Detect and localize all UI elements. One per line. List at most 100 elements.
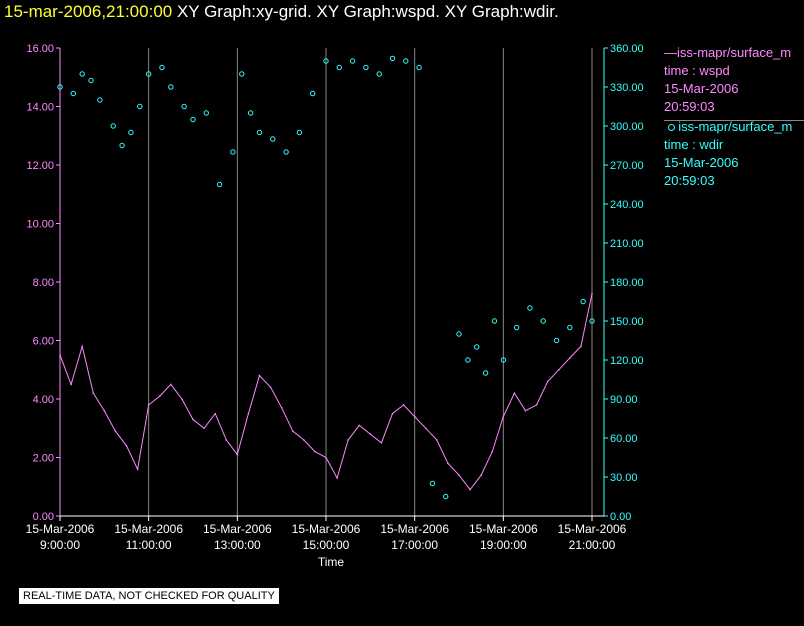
x-axis-ticks: 15-Mar-2006 9:00:00 15-Mar-2006 11:00:00 15-… [26, 516, 627, 552]
legend-entry-wspd[interactable]: —iss-mapr/surface_m time : wspd 15-Mar-2… [664, 44, 804, 116]
x-tick-date-label: 15-Mar-2006 [292, 522, 361, 536]
wdir-point [216, 181, 223, 188]
wspd-point [413, 415, 416, 418]
wdir-point [190, 116, 196, 123]
wspd-series [59, 292, 593, 491]
right-tick-label: 30.00 [610, 472, 638, 484]
wdir-series [57, 55, 595, 500]
legend-wdir-source: iss-mapr/surface_m [678, 119, 793, 134]
wspd-point [524, 409, 527, 412]
wspd-point [502, 415, 505, 418]
left-tick-label: 8.00 [33, 277, 54, 289]
wspd-point [546, 380, 549, 383]
wspd-point [314, 450, 316, 453]
wspd-point [491, 450, 494, 453]
wdir-point [181, 103, 187, 110]
left-tick-label: 2.00 [33, 453, 54, 465]
wdir-point [553, 337, 560, 344]
wdir-point [296, 129, 303, 136]
wspd-point [70, 383, 72, 386]
wdir-point [239, 71, 245, 77]
wdir-point [491, 318, 498, 324]
wspd-point [225, 439, 228, 441]
legend-wspd-source: iss-mapr/surface_m [677, 45, 792, 60]
wdir-point [443, 493, 449, 500]
wdir-point [513, 324, 520, 331]
legend-wdir-var: time : wdir [664, 137, 724, 152]
legend: —iss-mapr/surface_m time : wspd 15-Mar-2… [664, 44, 804, 190]
x-tick-time-label: 9:00:00 [40, 538, 80, 552]
right-tick-label: 180.00 [610, 277, 644, 289]
wspd-point [535, 404, 538, 406]
wdir-point [465, 357, 471, 363]
wdir-point [203, 110, 210, 116]
wdir-point [137, 103, 143, 110]
right-tick-label: 90.00 [610, 394, 638, 406]
wdir-point [57, 84, 63, 90]
wdir-point [429, 480, 436, 487]
wspd-point [247, 412, 250, 415]
wspd-point [170, 383, 172, 386]
left-tick-label: 6.00 [33, 336, 54, 348]
legend-wdir-time: 20:59:03 [664, 173, 715, 188]
quality-note: REAL-TIME DATA, NOT CHECKED FOR QUALITY [19, 588, 279, 604]
title-graph-list: XY Graph:xy-grid. XY Graph:wspd. XY Grap… [176, 2, 559, 21]
left-tick-label: 0.00 [33, 511, 54, 523]
wspd-point [269, 386, 272, 389]
x-tick-date-label: 15-Mar-2006 [26, 522, 95, 536]
right-tick-label: 60.00 [610, 433, 638, 445]
x-tick-time-label: 21:00:00 [569, 538, 616, 552]
grid [59, 48, 593, 516]
wspd-point [114, 430, 117, 432]
wspd-point [347, 439, 349, 441]
wspd-point [136, 468, 139, 471]
wdir-point [336, 64, 342, 71]
wspd-point [325, 456, 327, 459]
right-tick-label: 0.00 [610, 511, 631, 523]
wdir-point [567, 324, 573, 331]
wspd-point [280, 406, 283, 409]
wdir-point [168, 84, 174, 90]
x-axis-label: Time [318, 555, 345, 569]
x-tick-date-label: 15-Mar-2006 [469, 522, 538, 536]
wdir-point [389, 55, 396, 62]
wspd-point [391, 412, 394, 415]
wspd-point [436, 439, 438, 441]
wspd-point [513, 392, 516, 394]
wspd-point [580, 345, 582, 348]
wdir-point [230, 149, 236, 155]
wdir-point [527, 305, 533, 311]
wdir-point [110, 123, 116, 129]
wspd-point [258, 374, 261, 377]
wspd-point [591, 292, 593, 295]
left-tick-label: 16.00 [26, 43, 54, 55]
wdir-point [376, 71, 382, 77]
legend-wspd-date: 15-Mar-2006 [664, 81, 739, 96]
wdir-point [88, 77, 94, 84]
wspd-point [192, 418, 194, 421]
x-tick-time-label: 19:00:00 [480, 538, 527, 552]
wdir-point [256, 129, 263, 136]
wspd-point [291, 430, 294, 432]
wspd-point [480, 474, 482, 476]
legend-entry-wdir[interactable]: iss-mapr/surface_m time : wdir 15-Mar-20… [664, 118, 804, 190]
right-tick-label: 150.00 [610, 316, 644, 328]
wspd-point [458, 474, 460, 476]
wspd-point [447, 462, 449, 465]
left-tick-label: 14.00 [26, 102, 54, 114]
wdir-point [456, 331, 462, 337]
wspd-point [336, 477, 338, 479]
wspd-point [424, 427, 427, 430]
wspd-point [158, 395, 161, 397]
legend-wspd-time: 20:59:03 [664, 99, 715, 114]
wdir-point [540, 318, 546, 324]
wdir-point [159, 64, 165, 71]
left-tick-label: 10.00 [26, 219, 54, 231]
wdir-point [589, 318, 595, 324]
wdir-point [97, 97, 103, 103]
wspd-point [358, 424, 361, 427]
wdir-point [580, 298, 586, 305]
wspd-point [569, 357, 571, 359]
wdir-point [403, 58, 409, 64]
x-tick-date-label: 15-Mar-2006 [558, 522, 627, 536]
